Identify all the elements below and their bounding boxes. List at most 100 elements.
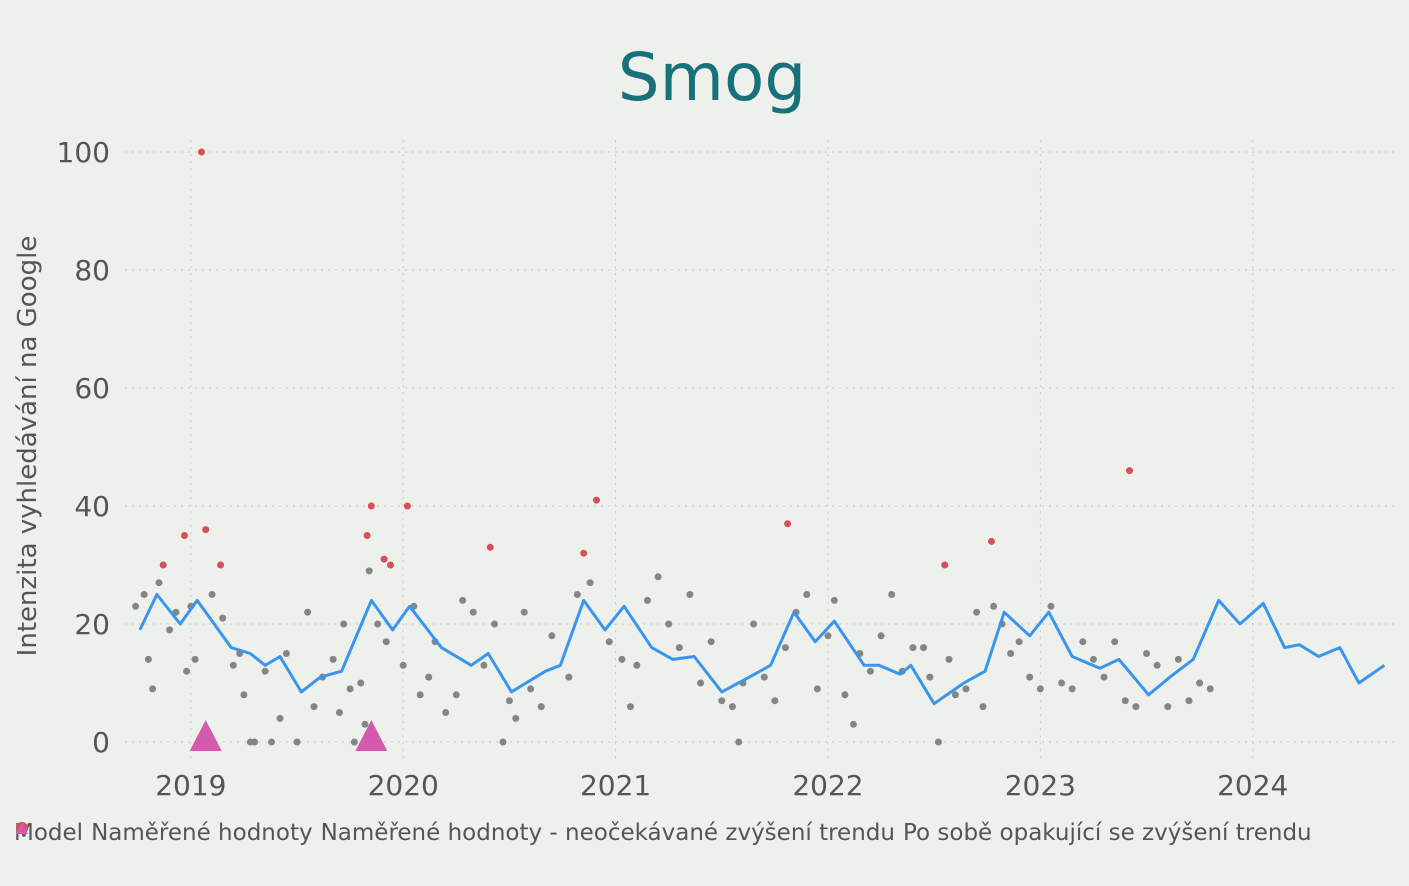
data-point <box>718 697 726 705</box>
data-point <box>926 673 934 681</box>
data-point <box>618 655 626 663</box>
data-point <box>1089 655 1097 663</box>
legend-item: Po sobě opakující se zvýšení trendu <box>16 820 1312 846</box>
x-tick-label: 2019 <box>155 769 226 802</box>
data-point <box>605 638 613 646</box>
data-point <box>251 738 259 746</box>
data-point <box>183 667 191 675</box>
data-point <box>920 644 928 652</box>
data-point <box>240 691 248 699</box>
legend-item: Naměřené hodnoty <box>16 820 313 846</box>
data-point <box>403 502 411 510</box>
data-point <box>363 532 371 539</box>
data-point <box>1068 685 1076 693</box>
data-point <box>208 591 216 598</box>
data-point <box>469 608 477 616</box>
data-point <box>537 703 545 711</box>
data-point <box>159 561 167 569</box>
y-tick-label: 20 <box>74 608 110 641</box>
data-point <box>1174 655 1182 663</box>
data-point <box>849 720 857 728</box>
data-point <box>202 526 210 534</box>
x-tick-label: 2022 <box>792 769 863 802</box>
data-point <box>686 591 694 598</box>
data-point <box>626 703 634 711</box>
data-point <box>781 644 789 652</box>
data-point <box>452 691 460 699</box>
data-point <box>386 561 394 569</box>
data-point <box>951 691 959 699</box>
data-point <box>1121 697 1129 705</box>
data-point <box>728 703 736 711</box>
data-point <box>1058 679 1066 687</box>
data-point <box>1143 650 1151 657</box>
data-point <box>803 591 811 598</box>
data-point <box>144 655 152 663</box>
data-point <box>941 561 949 569</box>
data-point <box>512 714 520 722</box>
data-point <box>1026 673 1034 681</box>
data-point <box>172 608 180 616</box>
data-point <box>813 685 821 693</box>
y-tick-label: 0 <box>92 726 110 759</box>
data-point <box>442 709 450 716</box>
data-point <box>1164 703 1172 711</box>
x-tick-label: 2021 <box>580 769 651 802</box>
y-tick-label: 60 <box>74 372 110 405</box>
data-point <box>380 555 388 563</box>
data-point <box>750 620 758 628</box>
data-point <box>367 502 375 510</box>
data-point <box>987 537 995 545</box>
data-point <box>361 720 369 728</box>
legend-item: Naměřené hodnoty - neočekávané zvýšení t… <box>16 820 895 846</box>
data-point <box>841 691 849 699</box>
data-point <box>340 620 348 628</box>
trend-marker <box>355 720 388 751</box>
y-tick-label: 40 <box>74 490 110 523</box>
data-point <box>329 655 337 663</box>
data-point <box>425 673 433 681</box>
chart-title: Smog <box>618 39 806 116</box>
data-point <box>229 661 237 669</box>
data-point <box>268 738 276 746</box>
data-point <box>365 567 373 575</box>
data-point <box>979 703 987 711</box>
data-point <box>459 596 467 604</box>
data-point <box>219 614 227 622</box>
data-point <box>1126 467 1134 475</box>
data-point <box>654 573 662 581</box>
legend-label: Naměřené hodnoty <box>91 820 313 846</box>
data-point <box>499 738 507 746</box>
data-point <box>633 661 641 669</box>
data-point <box>1185 697 1193 705</box>
data-point <box>877 632 885 640</box>
data-point <box>548 632 556 640</box>
data-point <box>1100 673 1108 681</box>
data-point <box>866 667 874 675</box>
data-point <box>217 561 225 569</box>
data-point <box>592 496 600 504</box>
data-point <box>565 673 573 681</box>
data-point <box>665 620 673 628</box>
data-point <box>1079 638 1087 646</box>
x-tick-label: 2024 <box>1217 769 1288 802</box>
model-line <box>138 593 1386 706</box>
data-point <box>1036 685 1044 693</box>
data-point <box>346 685 354 693</box>
data-point <box>304 608 312 616</box>
data-point <box>480 661 488 669</box>
data-point <box>527 685 535 693</box>
data-point <box>486 543 494 551</box>
y-tick-label: 80 <box>74 254 110 287</box>
data-point <box>1007 650 1015 657</box>
data-point <box>335 709 343 716</box>
data-point <box>1206 685 1214 693</box>
data-point <box>945 655 953 663</box>
data-point <box>191 655 199 663</box>
data-point <box>697 679 705 687</box>
data-point <box>491 620 499 628</box>
y-tick-label: 100 <box>57 136 110 169</box>
data-point <box>962 685 970 693</box>
data-point <box>505 697 513 705</box>
